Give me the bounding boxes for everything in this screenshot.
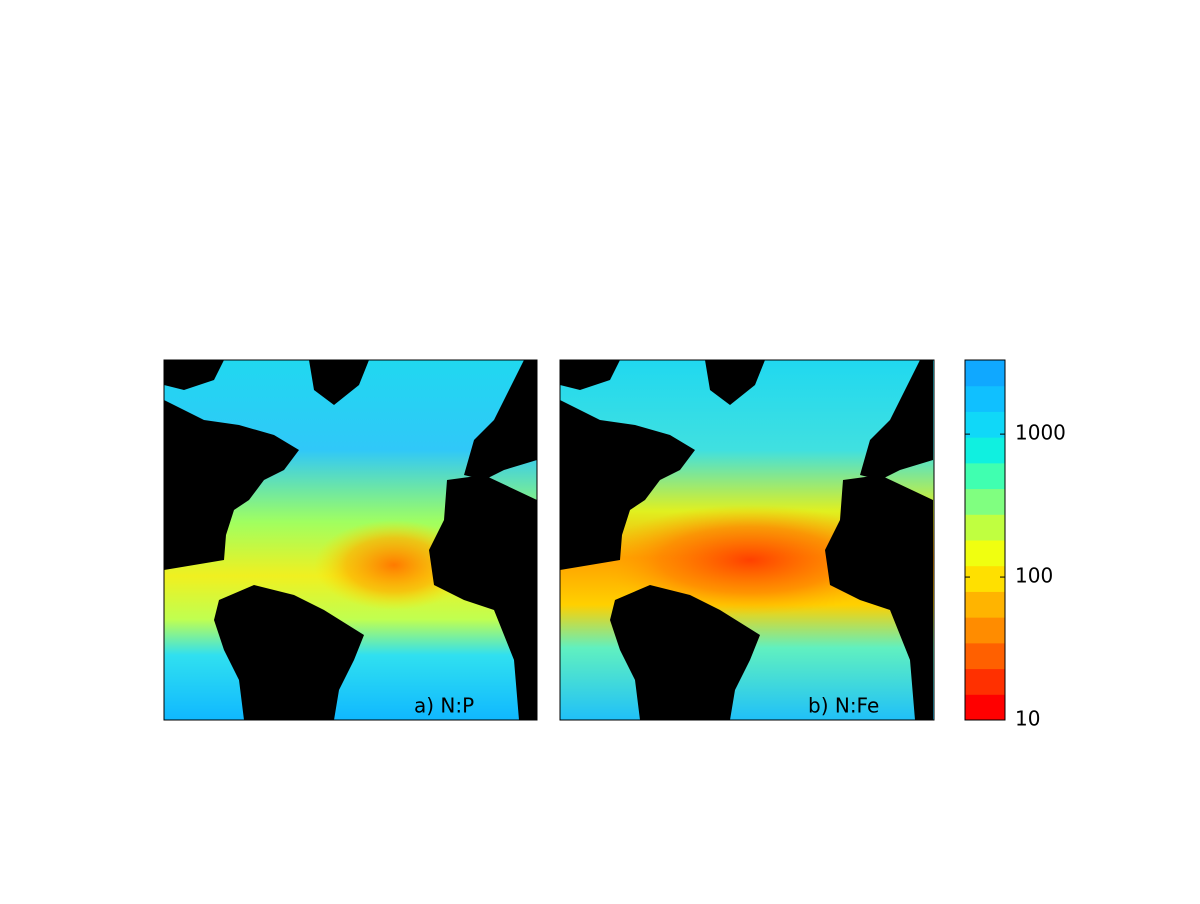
colorbar: 10 100 1000 [964, 359, 1066, 731]
colorbar-band [965, 591, 1005, 618]
panel-label: a) N:P [414, 694, 474, 718]
colorbar-band [965, 360, 1005, 387]
map-panel: b) N:Fe [559, 359, 935, 721]
colorbar-band [965, 617, 1005, 644]
colorbar-tick-label: 1000 [1015, 421, 1066, 445]
colorbar-tick-label: 10 [1015, 707, 1040, 731]
colorbar-band [965, 488, 1005, 515]
colorbar-band [965, 694, 1005, 721]
colorbar-tick-label: 100 [1015, 564, 1053, 588]
colorbar-band [965, 385, 1005, 412]
colorbar-band [965, 642, 1005, 670]
colorbar-band [965, 514, 1005, 541]
colorbar-band [965, 565, 1005, 592]
colorbar-band [965, 411, 1005, 438]
colorbar-band [965, 540, 1005, 567]
panel-label: b) N:Fe [808, 694, 879, 718]
colorbar-band [965, 462, 1005, 490]
colorbar-frame [964, 359, 1006, 721]
colorbar-band [965, 668, 1005, 695]
map-panel: a) N:P [163, 359, 538, 721]
colorbar-band [965, 437, 1005, 464]
